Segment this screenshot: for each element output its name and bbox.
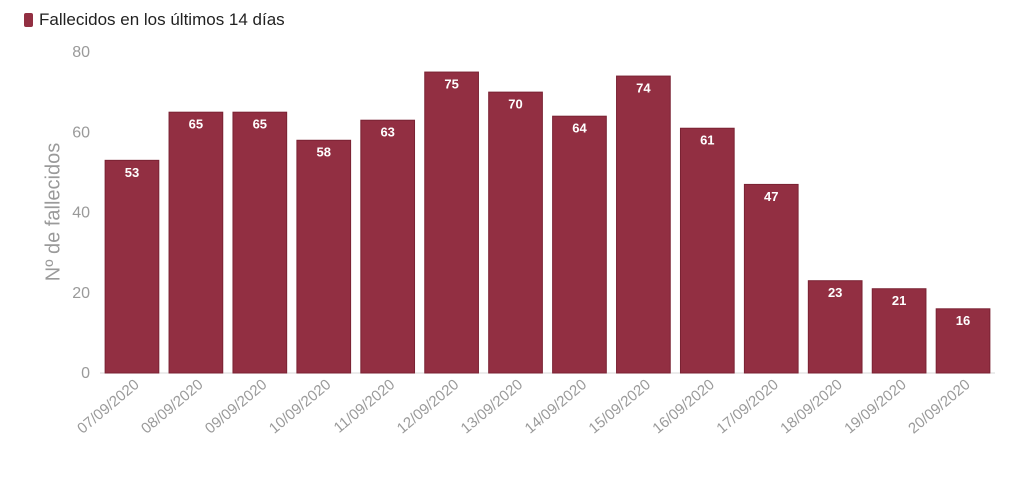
- bar-value-label: 74: [636, 81, 651, 96]
- bar-value-label: 75: [444, 77, 458, 92]
- y-tick-label: 40: [72, 205, 90, 222]
- bar: [552, 115, 607, 374]
- bar-value-label: 64: [572, 121, 587, 136]
- bar: [743, 183, 799, 374]
- chart-legend: Fallecidos en los últimos 14 días: [24, 10, 285, 30]
- bar: [488, 91, 543, 374]
- y-tick-label: 80: [72, 44, 90, 61]
- bar-value-label: 23: [828, 285, 842, 300]
- x-tick-label: 15/09/2020: [586, 376, 654, 437]
- bar: [168, 111, 224, 374]
- x-tick-label: 19/09/2020: [841, 376, 909, 437]
- y-axis-title: Nº de fallecidos: [42, 143, 64, 282]
- bar: [807, 280, 863, 374]
- x-tick-label: 12/09/2020: [394, 376, 462, 437]
- bar: [424, 71, 479, 374]
- bar-value-label: 16: [956, 313, 970, 328]
- bar: [679, 127, 735, 374]
- bar: [616, 75, 671, 374]
- x-tick-label: 10/09/2020: [266, 376, 334, 437]
- bar: [360, 119, 416, 374]
- x-tick-label: 09/09/2020: [202, 376, 270, 437]
- bar-value-label: 61: [700, 133, 714, 148]
- bar-value-label: 65: [189, 117, 203, 132]
- x-tick-label: 14/09/2020: [522, 376, 590, 437]
- bar-value-label: 63: [380, 125, 394, 140]
- y-tick-label: 20: [72, 285, 90, 302]
- bar: [871, 288, 927, 374]
- x-tick-label: 18/09/2020: [777, 376, 845, 437]
- bar-value-label: 70: [508, 97, 522, 112]
- legend-swatch: [24, 13, 33, 27]
- bars-group: 53 65 65 58 63 75 70 64 74 61 47 23 21 16: [104, 71, 991, 374]
- bar: [232, 111, 288, 374]
- x-tick-label: 08/09/2020: [138, 376, 206, 437]
- x-tick-label: 13/09/2020: [458, 376, 526, 437]
- x-tick-label: 20/09/2020: [905, 376, 973, 437]
- bar-value-label: 53: [125, 165, 139, 180]
- bar: [296, 139, 352, 374]
- bar-value-label: 65: [253, 117, 267, 132]
- bar: [935, 308, 991, 374]
- x-axis: 07/09/202008/09/202009/09/202010/09/2020…: [74, 376, 974, 437]
- bar-value-label: 47: [764, 189, 778, 204]
- y-axis: 0 20 40 60 80: [72, 44, 90, 382]
- bar: [104, 159, 160, 374]
- x-tick-label: 16/09/2020: [649, 376, 717, 437]
- y-tick-label: 60: [72, 124, 90, 141]
- bar-value-label: 58: [317, 145, 331, 160]
- bar-value-label: 21: [892, 293, 906, 308]
- x-tick-label: 11/09/2020: [331, 376, 399, 437]
- legend-label: Fallecidos en los últimos 14 días: [39, 10, 285, 29]
- x-tick-label: 17/09/2020: [713, 376, 781, 437]
- y-tick-label: 0: [81, 365, 90, 382]
- x-tick-label: 07/09/2020: [74, 376, 142, 437]
